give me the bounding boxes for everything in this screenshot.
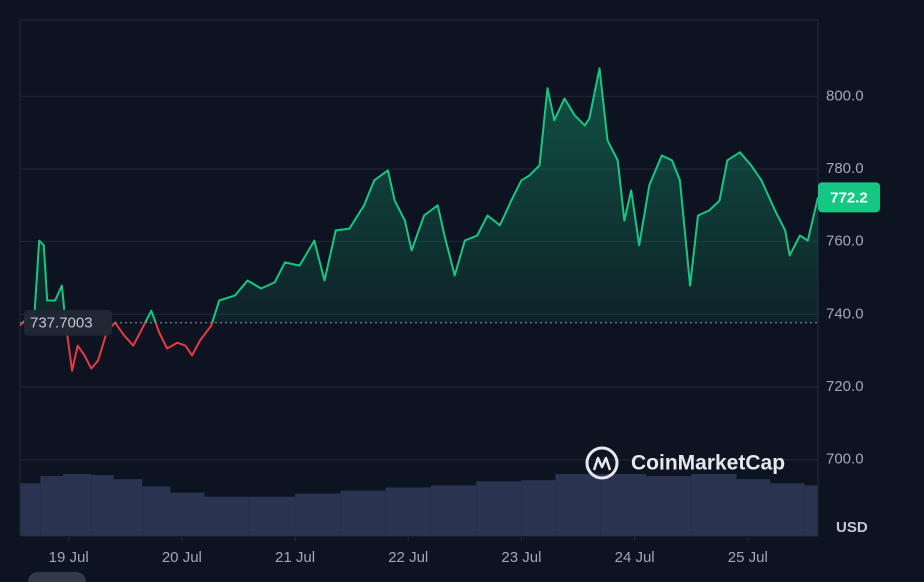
price-tag-label: 772.2: [830, 189, 868, 206]
volume-bar: [249, 496, 296, 536]
volume-bar: [204, 496, 250, 536]
volume-bar: [521, 480, 556, 536]
volume-bar: [40, 476, 64, 536]
price-line: [19, 67, 819, 372]
volume-bar: [804, 485, 818, 536]
volume-bar: [20, 483, 41, 536]
area-fill: [22, 68, 818, 323]
price-tag: [818, 182, 880, 213]
y-tick-label: 740.0: [826, 305, 864, 322]
baseline-label: 737.7003: [30, 315, 93, 332]
logo: [585, 446, 619, 480]
volume-bar: [476, 481, 522, 536]
watermark-text: CoinMarketCap: [631, 452, 785, 475]
x-tick-label: 19 Jul: [49, 549, 89, 566]
volume-bar: [600, 474, 646, 536]
y-tick-label: 760.0: [826, 233, 864, 250]
y-tick-label: 720.0: [826, 378, 864, 395]
y-tick-label: 700.0: [826, 451, 864, 468]
volume-bar: [555, 474, 601, 536]
volume-bar: [385, 487, 431, 536]
volume-bar: [170, 492, 205, 536]
volume-bar: [645, 476, 692, 536]
volume-bar: [770, 483, 805, 536]
volume-bar: [142, 486, 171, 536]
volume-bar: [340, 490, 386, 536]
price: 737.7003 772.2: [19, 67, 880, 372]
volume-bar: [91, 475, 114, 536]
x-tick-label: 22 Jul: [388, 549, 428, 566]
x-tick-label: 20 Jul: [162, 549, 202, 566]
baseline-tag: [24, 309, 112, 336]
x-tick-label: 25 Jul: [728, 549, 768, 566]
toggle[interactable]: [28, 572, 86, 582]
logo-mark: [592, 456, 612, 471]
x-tick-label: 24 Jul: [615, 549, 655, 566]
y-tick-label: 800.0: [826, 87, 864, 104]
volume-bar: [113, 479, 143, 536]
x-tick-label: 21 Jul: [275, 549, 315, 566]
volume-bar: [295, 493, 341, 536]
volume-bar: [63, 474, 92, 536]
currency-label: USD: [836, 519, 868, 536]
volume: [20, 474, 818, 536]
x-tick-label: 23 Jul: [501, 549, 541, 566]
volume-bar: [691, 474, 737, 536]
volume-bar: [736, 479, 771, 536]
volume-bar: [430, 485, 477, 536]
y-tick-label: 780.0: [826, 160, 864, 177]
watermark: CoinMarketCap: [585, 446, 785, 480]
